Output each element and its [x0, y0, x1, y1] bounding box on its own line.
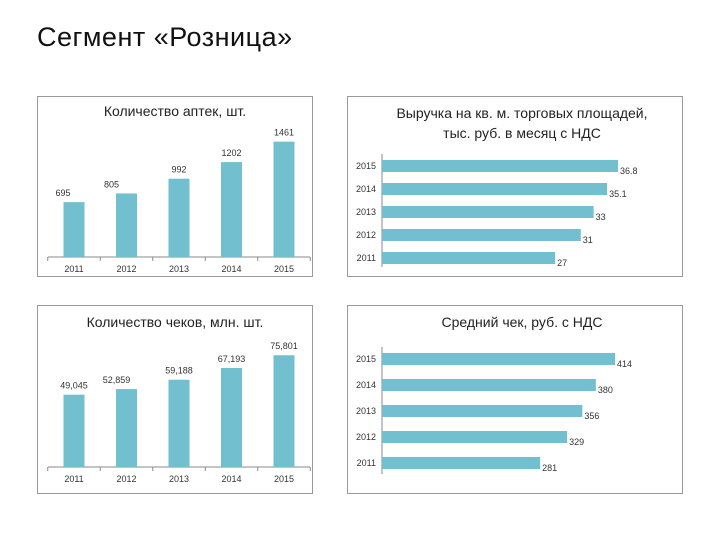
revenue-bar: [382, 183, 608, 195]
revenue-data-label: 33: [596, 212, 606, 222]
receipts-tick-label: 2013: [169, 474, 189, 484]
receipts-bar: [116, 389, 137, 467]
pharmacies-tick-label: 2012: [116, 264, 136, 274]
receipts-data-label: 67,193: [218, 354, 246, 364]
revenue-tick-label: 2013: [356, 207, 376, 217]
avg-receipt-data-label: 414: [617, 359, 632, 369]
revenue-data-label: 27: [557, 258, 567, 268]
pharmacies-bar: [221, 162, 242, 257]
chart-avg-receipt: 2015 414 2014 380 2013 356 2012 329 2011 281: [356, 347, 632, 474]
chart-panel-pharmacies: Количество аптек, шт. 2011 695 2012 805 2013…: [37, 96, 313, 277]
revenue-bar: [382, 160, 618, 172]
pharmacies-data-label: 992: [171, 165, 186, 175]
chart-title-receipts: Количество чеков, млн. шт.: [86, 314, 264, 330]
avg-receipt-bar: [382, 353, 615, 365]
receipts-data-label: 59,188: [165, 366, 193, 376]
revenue-tick-label: 2015: [356, 161, 376, 171]
avg-receipt-bar: [382, 431, 568, 443]
receipts-tick-label: 2012: [116, 474, 136, 484]
pharmacies-tick-label: 2011: [64, 264, 83, 274]
avg-receipt-tick-label: 2014: [356, 380, 376, 390]
receipts-tick-label: 2015: [274, 474, 294, 484]
pharmacies-data-label: 1461: [274, 128, 294, 138]
chart-title-avg-receipt: Средний чек, руб. с НДС: [441, 314, 603, 330]
revenue-data-label: 31: [583, 235, 593, 245]
receipts-tick-label: 2011: [64, 474, 83, 484]
avg-receipt-tick-label: 2015: [356, 354, 376, 364]
chart-title-pharmacies: Количество аптек, шт.: [103, 103, 247, 119]
pharmacies-tick-label: 2013: [169, 264, 189, 274]
receipts-bar: [273, 355, 295, 467]
pharmacies-bar: [63, 202, 85, 257]
revenue-data-label: 36.8: [620, 166, 638, 176]
chart-panel-revenue: Выручка на кв. м. торговых площадей, тыс…: [347, 96, 683, 277]
avg-receipt-data-label: 380: [598, 385, 613, 395]
receipts-bar: [63, 394, 85, 467]
slide-title: Сегмент «Розница»: [37, 22, 293, 52]
chart-panel-receipts: Количество чеков, млн. шт. 2011 49,045 201…: [37, 305, 313, 494]
receipts-bar: [168, 379, 190, 467]
revenue-data-label: 35.1: [609, 189, 627, 199]
avg-receipt-data-label: 329: [569, 437, 584, 447]
chart-title-revenue: Выручка на кв. м. торговых площадей, тыс…: [396, 105, 648, 141]
chart-receipts: 2011 49,045 2012 52,859 2013 59,188 2014 67,193…: [47, 341, 311, 484]
receipts-tick-label: 2014: [221, 474, 241, 484]
pharmacies-bar: [116, 193, 137, 257]
chart-panel-avg-receipt: Средний чек, руб. с НДС 2015 414 2014 380 20…: [347, 305, 683, 494]
revenue-tick-label: 2014: [356, 184, 376, 194]
revenue-bar: [382, 252, 556, 264]
receipts-data-label: 49,045: [60, 381, 88, 391]
receipts-data-label: 52,859: [103, 375, 131, 385]
receipts-data-label: 75,801: [270, 341, 298, 351]
avg-receipt-data-label: 356: [584, 411, 599, 421]
pharmacies-bar: [168, 178, 190, 257]
chart-revenue: 2015 36.8 2014 35.1 2013 33 2012 31 2011 27: [356, 154, 638, 268]
revenue-bar: [382, 206, 594, 218]
avg-receipt-data-label: 281: [542, 463, 557, 473]
pharmacies-bar: [273, 141, 295, 257]
avg-receipt-tick-label: 2012: [356, 432, 376, 442]
avg-receipt-bar: [382, 379, 596, 391]
pharmacies-data-label: 805: [104, 179, 119, 189]
revenue-tick-label: 2012: [356, 230, 376, 240]
revenue-tick-label: 2011: [357, 253, 376, 263]
avg-receipt-bar: [382, 457, 541, 469]
pharmacies-tick-label: 2014: [221, 264, 241, 274]
receipts-bar: [221, 367, 242, 467]
pharmacies-data-label: 695: [55, 188, 70, 198]
pharmacies-tick-label: 2015: [274, 264, 294, 274]
avg-receipt-tick-label: 2013: [356, 406, 376, 416]
avg-receipt-tick-label: 2011: [357, 458, 376, 468]
avg-receipt-bar: [382, 405, 583, 417]
pharmacies-data-label: 1202: [221, 148, 241, 158]
chart-pharmacies: 2011 695 2012 805 2013 992 2014 1202 2015 1461: [47, 128, 311, 274]
revenue-bar: [382, 229, 581, 241]
